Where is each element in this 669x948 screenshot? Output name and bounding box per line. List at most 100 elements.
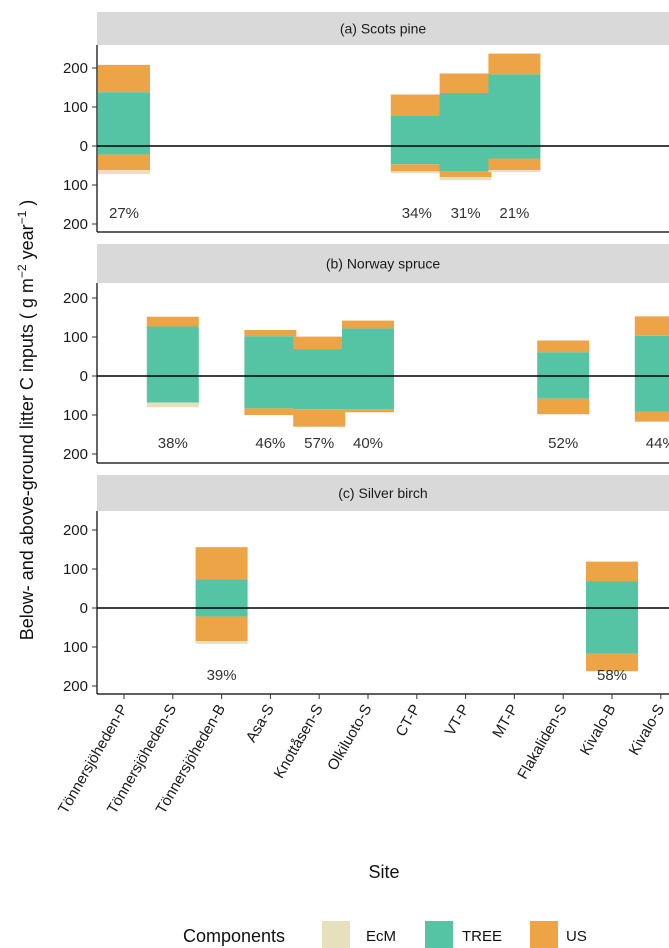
y-axis-title: Below- and above-ground litter C inputs …	[15, 200, 37, 641]
y-axis-title-exp1: −2	[15, 264, 29, 278]
y-tick-label: 200	[63, 522, 88, 539]
bar-segment-above-us	[293, 336, 346, 350]
y-axis-title-mid: year	[17, 224, 37, 264]
panel-strip	[97, 244, 669, 283]
bar-segment-above-us	[634, 316, 669, 336]
y-tick-label: 100	[63, 407, 88, 424]
x-tick-label: CT-P	[392, 702, 424, 740]
bar-segment-below-tree	[146, 376, 199, 403]
bar-t-nnersj-heden-p: 27%	[98, 64, 150, 222]
bar-segment-above-us	[488, 53, 541, 75]
bar-segment-above-us	[98, 64, 150, 93]
bar-segment-above-us	[586, 561, 638, 582]
bar-olkiluoto-s: 40%	[342, 320, 394, 452]
bar-segment-above-us	[244, 329, 297, 337]
bar-segment-below-tree	[293, 376, 346, 410]
x-tick-label: Knottåsen-S	[271, 702, 327, 782]
bar-segment-above-us	[342, 320, 394, 329]
bar-percent-label: 34%	[402, 205, 432, 222]
plot-background	[97, 511, 669, 694]
bar-segment-above-tree	[634, 335, 669, 376]
y-tick-label: 200	[63, 678, 88, 695]
panel-strip	[97, 12, 669, 45]
bar-segment-below-tree	[634, 376, 669, 412]
bar-percent-label: 40%	[353, 435, 383, 452]
bar-segment-below-ecm	[195, 641, 248, 644]
x-tick-label: Asa-S	[243, 702, 278, 746]
bar-segment-below-us	[488, 158, 541, 171]
bar-knott-sen-s: 57%	[293, 336, 346, 452]
panel-2: (b) Norway spruce 38% 46% 57% 40% 52% 44% 200 10…	[63, 244, 669, 464]
x-tick-label: Kivalo-B	[577, 702, 620, 759]
bar-segment-above-tree	[390, 115, 443, 146]
bar-percent-label: 44%	[646, 435, 669, 452]
bar-segment-below-tree	[537, 376, 590, 399]
bar-segment-above-tree	[439, 92, 492, 146]
bar-segment-below-tree	[195, 608, 248, 617]
bar-segment-above-us	[537, 340, 590, 353]
bar-percent-label: 38%	[158, 435, 188, 452]
bar-segment-above-us	[439, 73, 492, 93]
bar-segment-below-us	[195, 616, 248, 642]
y-axis-title-exp2: −1	[15, 210, 29, 224]
x-tick-label: Kivalo-S	[626, 702, 669, 759]
y-tick-label: 200	[63, 446, 88, 463]
y-tick-label: 200	[63, 216, 88, 233]
bar-segment-below-us	[244, 408, 297, 415]
bar-segment-below-tree	[390, 146, 443, 165]
y-axis-title-main: Below- and above-ground litter C inputs …	[17, 278, 37, 640]
bar-percent-label: 57%	[304, 435, 334, 452]
bar-percent-label: 58%	[597, 667, 627, 684]
bar-percent-label: 46%	[255, 435, 285, 452]
legend: Components EcM TREE US	[183, 921, 587, 948]
x-tick-label: Flakaliden-S	[514, 702, 570, 783]
legend-label-us: US	[566, 928, 587, 945]
panel-3: (c) Silver birch 39% 58% 200 100 0 100 200	[63, 475, 669, 695]
bar-segment-above-tree	[586, 581, 638, 608]
bar-segment-below-tree	[244, 376, 297, 409]
x-axis-title: Site	[368, 862, 399, 882]
bar-flakaliden-s: 52%	[537, 340, 590, 452]
y-tick-label: 100	[63, 639, 88, 656]
bar-vt-p: 31%	[439, 73, 492, 222]
bar-segment-below-ecm	[390, 171, 443, 174]
bar-segment-above-us	[146, 316, 199, 327]
y-tick-label: 200	[63, 60, 88, 77]
legend-key-ecm	[322, 921, 350, 948]
bar-segment-below-us	[439, 171, 492, 178]
y-axis-title-end: )	[17, 200, 37, 211]
y-tick-label: 200	[63, 290, 88, 307]
panel-title: (c) Silver birch	[338, 485, 427, 501]
bar-segment-below-us	[342, 409, 394, 413]
bar-segment-above-tree	[488, 74, 541, 146]
x-tick-label: VT-P	[442, 702, 473, 739]
y-tick-label: 0	[80, 600, 88, 617]
bar-segment-above-tree	[537, 352, 590, 376]
bar-segment-above-tree	[195, 579, 248, 608]
bar-segment-below-ecm	[439, 177, 492, 181]
y-tick-label: 100	[63, 177, 88, 194]
y-tick-label: 0	[80, 138, 88, 155]
bar-asa-s: 46%	[244, 329, 297, 452]
bar-segment-below-us	[586, 653, 638, 672]
bar-t-nnersj-heden-b: 39%	[195, 547, 248, 684]
bar-segment-below-us	[390, 164, 443, 172]
y-tick-label: 100	[63, 329, 88, 346]
bar-segment-above-tree	[146, 326, 199, 376]
bar-segment-above-us	[195, 547, 248, 580]
bar-segment-below-tree	[586, 608, 638, 654]
bar-segment-above-tree	[244, 336, 297, 376]
x-axis: Tönnersjöheden-PTönnersjöheden-STönnersj…	[55, 694, 668, 817]
panel-title: (a) Scots pine	[340, 21, 427, 37]
bar-segment-below-ecm	[146, 402, 199, 408]
bar-segment-above-tree	[342, 328, 394, 376]
bar-percent-label: 27%	[109, 205, 139, 222]
bar-segment-above-tree	[98, 92, 150, 146]
bar-segment-below-us	[293, 409, 346, 427]
y-tick-label: 0	[80, 368, 88, 385]
panel-title: (b) Norway spruce	[326, 256, 441, 272]
bar-kivalo-s: 44%	[634, 316, 669, 452]
bar-segment-below-us	[537, 398, 590, 415]
legend-key-us	[530, 921, 558, 948]
